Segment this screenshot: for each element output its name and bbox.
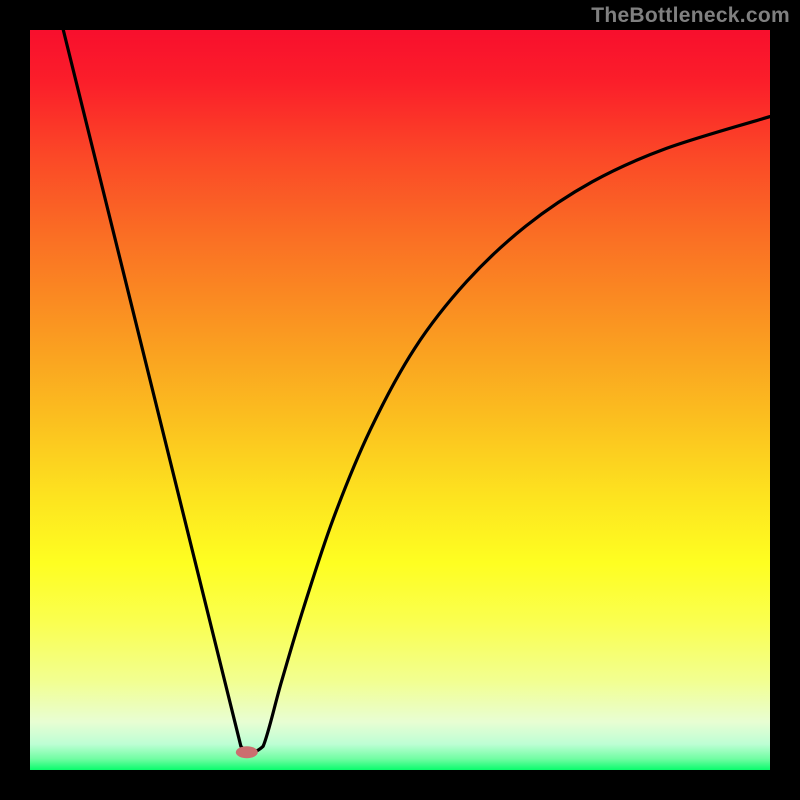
watermark: TheBottleneck.com — [591, 4, 790, 28]
chart-frame: TheBottleneck.com — [0, 0, 800, 800]
bottleneck-chart — [30, 30, 770, 770]
plot-area — [30, 30, 770, 770]
